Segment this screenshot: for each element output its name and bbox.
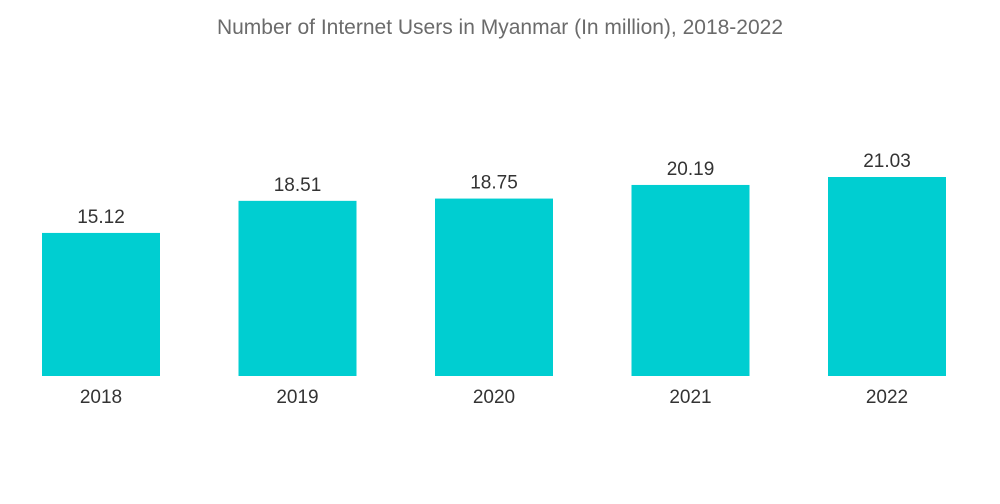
value-labels-group: 15.12 18.51 18.75 20.19 21.03 — [77, 151, 911, 228]
value-label-2022: 21.03 — [863, 151, 911, 172]
x-tick-label-2022: 2022 — [866, 387, 908, 408]
value-label-2020: 18.75 — [470, 173, 518, 194]
bar-2019 — [238, 200, 357, 376]
bar-2020 — [435, 198, 553, 376]
x-axis-tick-labels: 2018 2019 2020 2021 2022 — [80, 387, 908, 408]
x-tick-label-2018: 2018 — [80, 387, 122, 408]
bar-2018 — [42, 232, 160, 376]
bar-2021 — [631, 184, 750, 376]
chart-title: Number of Internet Users in Myanmar (In … — [216, 16, 784, 39]
bar-2022 — [828, 177, 946, 376]
value-label-2018: 15.12 — [77, 207, 125, 228]
x-tick-label-2019: 2019 — [276, 387, 318, 408]
bars-group — [42, 177, 946, 376]
value-label-2019: 18.51 — [274, 175, 322, 196]
value-label-2021: 20.19 — [667, 159, 715, 180]
x-tick-label-2021: 2021 — [669, 387, 711, 408]
x-tick-label-2020: 2020 — [473, 387, 515, 408]
